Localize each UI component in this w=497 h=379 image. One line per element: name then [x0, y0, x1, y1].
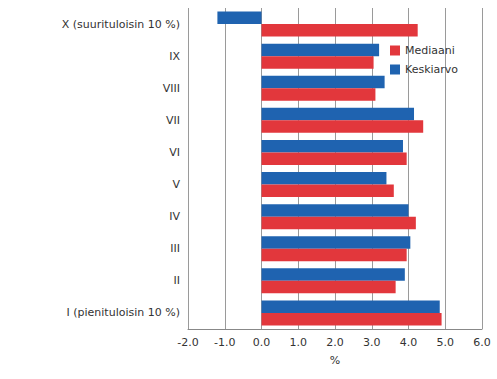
- svg-text:II: II: [174, 274, 181, 287]
- svg-text:2.0: 2.0: [326, 336, 344, 349]
- svg-text:-1.0: -1.0: [214, 336, 235, 349]
- svg-text:6.0: 6.0: [473, 336, 491, 349]
- svg-text:IX: IX: [169, 50, 180, 63]
- svg-text:3.0: 3.0: [363, 336, 381, 349]
- svg-text:0.0: 0.0: [253, 336, 271, 349]
- svg-text:X (suurituloisin 10 %): X (suurituloisin 10 %): [62, 18, 180, 31]
- svg-text:%: %: [330, 354, 340, 367]
- svg-text:5.0: 5.0: [437, 336, 455, 349]
- svg-text:V: V: [172, 178, 180, 191]
- svg-text:IV: IV: [169, 210, 180, 223]
- svg-text:VI: VI: [169, 146, 180, 159]
- svg-text:1.0: 1.0: [290, 336, 308, 349]
- svg-text:I (pienituloisin 10 %): I (pienituloisin 10 %): [67, 306, 181, 319]
- svg-text:VII: VII: [166, 114, 180, 127]
- svg-text:VIII: VIII: [163, 82, 180, 95]
- svg-text:4.0: 4.0: [400, 336, 418, 349]
- svg-text:Mediaani: Mediaani: [405, 44, 455, 57]
- svg-text:Keskiarvo: Keskiarvo: [405, 63, 458, 76]
- svg-text:-2.0: -2.0: [177, 336, 198, 349]
- svg-text:III: III: [170, 242, 180, 255]
